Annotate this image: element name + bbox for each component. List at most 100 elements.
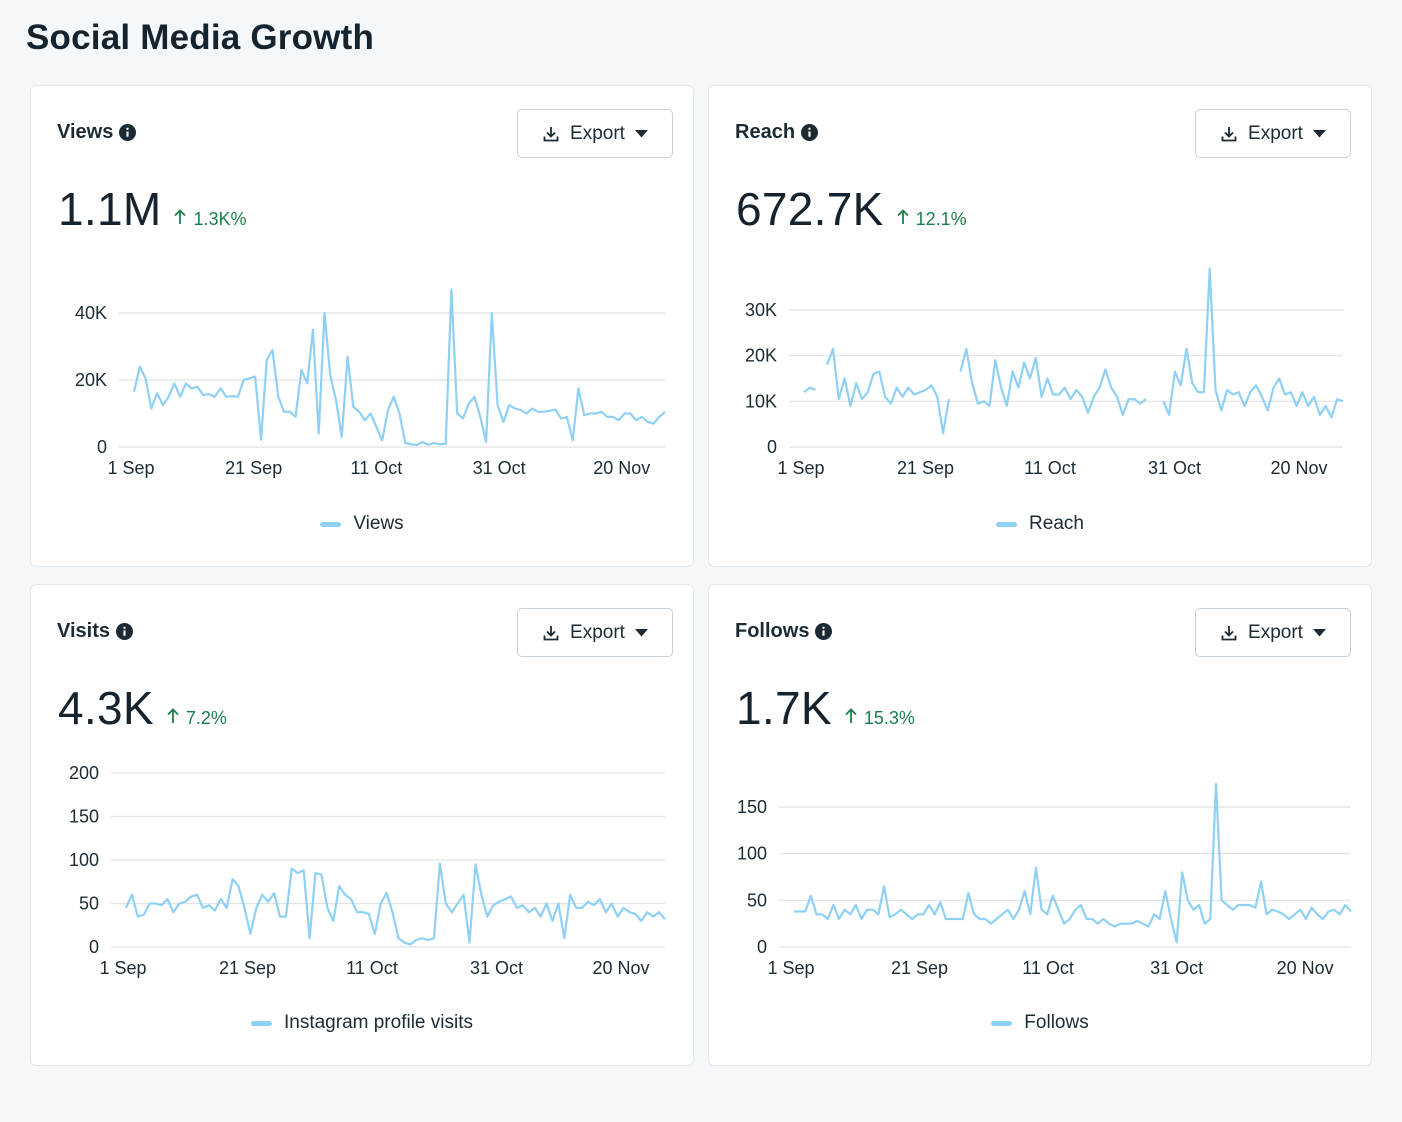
card-title-text: Visits <box>57 620 110 642</box>
export-label: Export <box>570 621 625 643</box>
x-tick-label: 21 Sep <box>897 458 954 478</box>
export-button[interactable]: Export <box>1195 608 1351 657</box>
caret-down-icon <box>634 129 648 137</box>
y-tick-label: 50 <box>747 890 767 910</box>
legend-swatch <box>320 521 342 527</box>
metric-value: 4.3K <box>58 682 154 734</box>
y-tick-label: 0 <box>89 937 99 957</box>
metric-change-value: 12.1% <box>915 209 967 229</box>
download-icon <box>1221 126 1237 141</box>
download-icon <box>543 126 559 141</box>
y-tick-label: 20K <box>75 370 107 390</box>
metric-change: 12.1% <box>896 209 967 230</box>
series-line <box>124 862 666 946</box>
x-tick-label: 21 Sep <box>225 458 282 478</box>
follows-card: Follows Export 1.7K 15.3% 150 100 50 0 1 Sep… <box>708 584 1372 1066</box>
metric-change-value: 7.2% <box>185 708 227 728</box>
metric-change-value: 1.3K% <box>193 209 247 229</box>
y-tick-label: 10K <box>745 391 777 411</box>
metric-change: 1.3K% <box>173 209 247 230</box>
legend-label: Instagram profile visits <box>283 1012 473 1033</box>
legend-swatch <box>996 521 1018 527</box>
views-chart: 40K 20K 01 Sep 21 Sep 11 Oct 31 Oct 20 Nov <box>75 288 666 478</box>
y-tick-label: 30K <box>745 300 777 320</box>
download-icon <box>1221 625 1237 640</box>
export-label: Export <box>570 122 625 144</box>
x-tick-label: 11 Oct <box>351 458 403 478</box>
card-title: Reach <box>735 121 819 144</box>
x-tick-label: 21 Sep <box>219 958 276 978</box>
y-tick-label: 100 <box>69 850 99 870</box>
y-tick-label: 0 <box>757 937 767 957</box>
x-tick-label: 21 Sep <box>891 958 948 978</box>
caret-down-icon <box>1312 129 1326 137</box>
x-tick-label: 11 Oct <box>346 958 398 978</box>
metric-row: 4.3K 7.2% <box>58 681 227 735</box>
y-tick-label: 0 <box>97 437 107 457</box>
metric-change-value: 15.3% <box>863 708 915 728</box>
x-tick-label: 20 Nov <box>1270 458 1327 478</box>
info-icon[interactable] <box>801 124 819 141</box>
follows-chart: 150 100 50 01 Sep 21 Sep 11 Oct 31 Oct 20 Nov <box>737 782 1352 978</box>
card-title: Views <box>57 121 137 144</box>
info-icon[interactable] <box>815 623 833 640</box>
y-tick-label: 150 <box>737 797 767 817</box>
download-icon <box>543 625 559 640</box>
x-tick-label: 31 Oct <box>473 458 526 478</box>
page-title: Social Media Growth <box>26 18 375 57</box>
visits-chart: 200 150 100 50 01 Sep 21 Sep 11 Oct 31 Oct 20 No… <box>69 763 666 978</box>
metric-row: 1.7K 15.3% <box>736 681 915 735</box>
info-icon[interactable] <box>119 124 137 141</box>
metric-value: 672.7K <box>736 183 884 235</box>
arrow-up-icon <box>174 209 187 224</box>
series-line <box>803 267 1344 435</box>
x-tick-label: 1 Sep <box>767 958 814 978</box>
card-title: Visits <box>57 620 133 643</box>
export-button[interactable]: Export <box>1195 109 1351 158</box>
x-tick-label: 1 Sep <box>99 958 146 978</box>
y-tick-label: 150 <box>69 807 99 827</box>
legend-label: Follows <box>1024 1012 1089 1033</box>
export-button[interactable]: Export <box>517 109 673 158</box>
series-line <box>132 288 666 447</box>
x-tick-label: 20 Nov <box>1277 958 1334 978</box>
reach-card: Reach Export 672.7K 12.1% 30K 20K 10K 0 1 Se… <box>708 85 1372 567</box>
card-title-text: Views <box>57 121 114 143</box>
reach-chart: 30K 20K 10K 01 Sep 21 Sep 11 Oct 31 Oct 20 Nov <box>745 267 1344 478</box>
chart-legend: Views <box>31 513 693 535</box>
export-button[interactable]: Export <box>517 608 673 657</box>
card-title-text: Follows <box>735 620 810 642</box>
info-icon[interactable] <box>116 623 133 640</box>
y-tick-label: 40K <box>75 303 107 323</box>
x-tick-label: 1 Sep <box>777 458 824 478</box>
export-label: Export <box>1248 122 1303 144</box>
chart-legend: Instagram profile visits <box>31 1012 693 1034</box>
card-title: Follows <box>735 620 833 643</box>
x-tick-label: 1 Sep <box>107 458 154 478</box>
caret-down-icon <box>1312 628 1326 636</box>
metric-row: 672.7K 12.1% <box>736 182 967 236</box>
arrow-up-icon <box>896 209 909 224</box>
export-label: Export <box>1248 621 1303 643</box>
legend-label: Views <box>353 513 404 534</box>
views-card: Views Export 1.1M 1.3K% 40K 20K 0 1 Sep 21 S… <box>30 85 694 567</box>
y-tick-label: 50 <box>79 894 99 914</box>
x-tick-label: 31 Oct <box>470 958 523 978</box>
metric-value: 1.7K <box>736 682 832 734</box>
card-title-text: Reach <box>735 121 796 143</box>
y-tick-label: 0 <box>767 437 777 457</box>
series-line <box>794 782 1352 944</box>
chart-legend: Follows <box>709 1012 1371 1034</box>
legend-swatch <box>250 1020 272 1026</box>
metric-change: 15.3% <box>844 708 915 729</box>
arrow-up-icon <box>167 708 179 723</box>
x-tick-label: 20 Nov <box>593 458 650 478</box>
x-tick-label: 20 Nov <box>592 958 649 978</box>
x-tick-label: 11 Oct <box>1022 958 1074 978</box>
legend-label: Reach <box>1029 513 1084 534</box>
y-tick-label: 20K <box>745 346 777 366</box>
metric-row: 1.1M 1.3K% <box>58 182 247 236</box>
caret-down-icon <box>634 628 648 636</box>
x-tick-label: 31 Oct <box>1150 958 1203 978</box>
metric-change: 7.2% <box>166 708 227 729</box>
